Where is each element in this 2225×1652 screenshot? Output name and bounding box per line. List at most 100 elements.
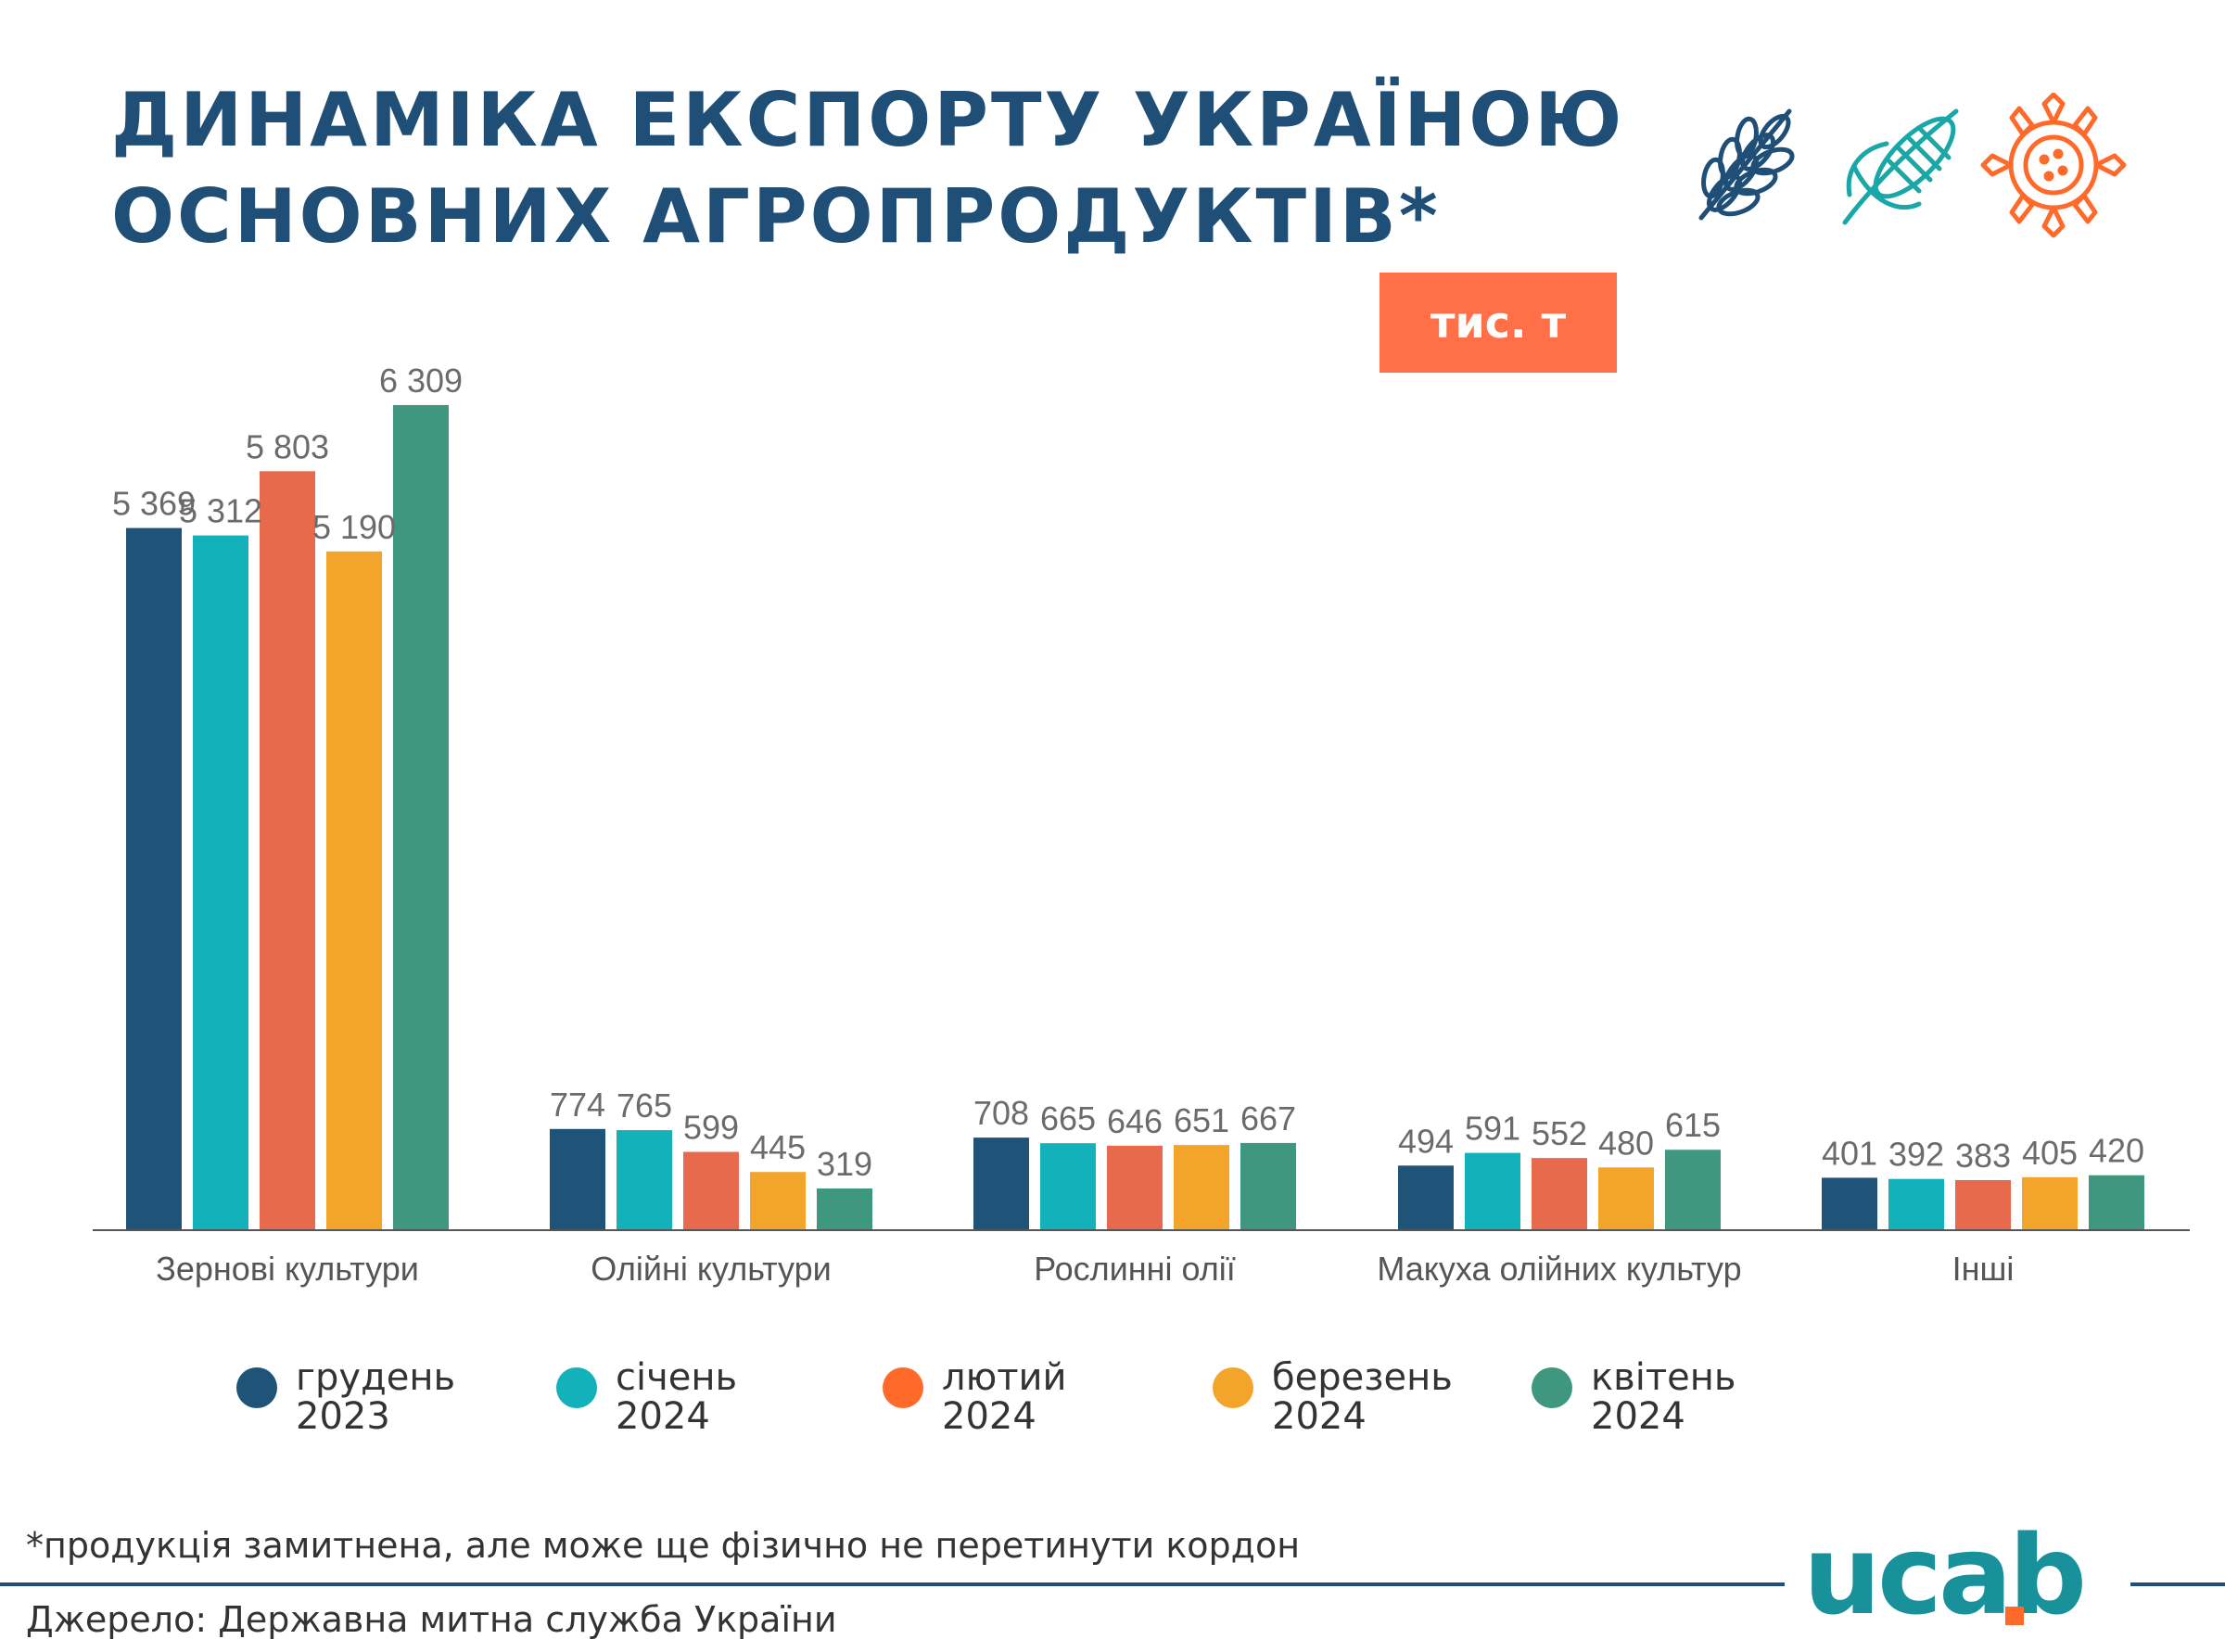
logo-accent: [2005, 1607, 2024, 1625]
legend-item-dec-2023: грудень 2023: [236, 1358, 455, 1436]
legend-dot: [1213, 1367, 1253, 1408]
bar-value-label: 405: [2022, 1134, 2078, 1172]
legend-label: грудень 2023: [296, 1358, 455, 1436]
legend-label-year: 2024: [942, 1395, 1036, 1438]
bar-value-label: 599: [683, 1108, 739, 1146]
bar: [550, 1128, 605, 1230]
bar: [1888, 1178, 1944, 1230]
legend-label-month: січень: [616, 1356, 738, 1399]
wheat-icon: [1698, 108, 1795, 221]
legend-item-jan-2024: січень 2024: [556, 1358, 737, 1436]
bar: [1107, 1145, 1163, 1230]
legend-label: квітень 2024: [1591, 1358, 1736, 1436]
legend-dot: [556, 1367, 597, 1408]
bar-value-label: 383: [1955, 1137, 2011, 1175]
bar: [2089, 1175, 2144, 1230]
source-note: Джерело: Державна митна служба України: [26, 1599, 837, 1640]
legend-label-year: 2023: [296, 1395, 390, 1438]
bar-value-label: 6 309: [379, 362, 463, 400]
bar-value-label: 5 369: [112, 485, 196, 523]
bar-value-label: 665: [1040, 1099, 1096, 1137]
legend-dot: [1532, 1367, 1572, 1408]
category-label: Олійні культури: [591, 1250, 832, 1288]
unit-badge: тис. т: [1380, 273, 1617, 373]
bar-value-label: 392: [1888, 1136, 1944, 1174]
legend-dot: [236, 1367, 277, 1408]
chart-title-line-2: основних агропродуктів*: [111, 173, 1441, 260]
legend-label-year: 2024: [1591, 1395, 1685, 1438]
bar-value-label: 591: [1465, 1110, 1520, 1148]
bar-value-label: 552: [1532, 1114, 1587, 1152]
crop-icons: [1698, 93, 2127, 238]
category-labels: Зернові культури Олійні культури Рослинні …: [156, 1250, 2014, 1288]
bar-value-label: 401: [1822, 1134, 1877, 1172]
legend-label-month: березень: [1272, 1356, 1453, 1399]
bar-value-label: 646: [1107, 1102, 1163, 1140]
bar-value-label: 480: [1598, 1124, 1654, 1162]
legend-label-month: лютий: [942, 1356, 1067, 1399]
bar-value-label: 5 190: [312, 508, 396, 546]
chart-legend: грудень 2023 січень 2024 лютий 2024 бере…: [236, 1358, 1812, 1460]
footer-rule-left: [0, 1582, 1785, 1586]
bar: [1398, 1165, 1454, 1230]
legend-label-year: 2024: [1272, 1395, 1367, 1438]
legend-item-feb-2024: лютий 2024: [883, 1358, 1067, 1436]
bar: [973, 1137, 1029, 1230]
bar-value-label: 765: [617, 1087, 672, 1125]
legend-label: березень 2024: [1272, 1358, 1453, 1436]
bar: [1822, 1177, 1877, 1230]
chart-title-line-1: Динаміка експорту Україною: [111, 77, 1625, 163]
bar: [1665, 1150, 1721, 1230]
bar: [1240, 1142, 1296, 1230]
category-label: Зернові культури: [156, 1250, 419, 1288]
legend-label-month: квітень: [1591, 1356, 1736, 1399]
ucab-logo: ucab: [1803, 1525, 2087, 1639]
bar: [1532, 1158, 1587, 1230]
corn-icon: [1842, 108, 1959, 225]
footnote: *продукція замитнена, але може ще фізичн…: [26, 1525, 1301, 1566]
bar-value-label: 445: [750, 1128, 806, 1166]
chart-title: Динаміка експорту Україною основних агро…: [111, 72, 1624, 265]
bar: [126, 527, 182, 1230]
bar: [193, 535, 248, 1230]
bar: [393, 404, 449, 1230]
bar: [683, 1151, 739, 1230]
bar: [817, 1188, 872, 1230]
legend-label: лютий 2024: [942, 1358, 1067, 1436]
legend-dot: [883, 1367, 923, 1408]
bar: [326, 551, 382, 1230]
bar: [1465, 1152, 1520, 1230]
bar: [1955, 1179, 2011, 1230]
legend-label-year: 2024: [616, 1395, 710, 1438]
bar: [617, 1130, 672, 1230]
bar-value-label: 667: [1240, 1099, 1296, 1137]
bar-value-label: 651: [1174, 1101, 1229, 1139]
legend-label-month: грудень: [296, 1356, 456, 1399]
bar: [1174, 1145, 1229, 1230]
category-label: Макуха олійних культур: [1377, 1250, 1741, 1288]
bar: [750, 1172, 806, 1230]
bar: [1040, 1143, 1096, 1230]
logo-text: ucab: [1803, 1525, 2083, 1639]
bar-value-label: 615: [1665, 1106, 1721, 1144]
bar-value-label: 708: [973, 1094, 1029, 1132]
bar-value-label: 5 312: [179, 492, 262, 530]
legend-item-apr-2024: квітень 2024: [1532, 1358, 1736, 1436]
footer-rule-right: [2130, 1582, 2225, 1586]
bar-value-label: 494: [1398, 1122, 1454, 1160]
bar-value-label: 774: [550, 1086, 605, 1124]
legend-label: січень 2024: [616, 1358, 737, 1436]
bar-value-label: 319: [817, 1145, 872, 1183]
bar: [1598, 1167, 1654, 1230]
bar-value-label: 5 803: [246, 427, 329, 465]
bar-value-label: 420: [2089, 1132, 2144, 1170]
legend-item-mar-2024: березень 2024: [1213, 1358, 1453, 1436]
chart-bars: [126, 404, 2144, 1230]
bar: [260, 471, 315, 1230]
category-label: Рослинні олії: [1034, 1250, 1236, 1288]
sunflower-icon: [1980, 93, 2127, 238]
bar: [2022, 1176, 2078, 1230]
category-label: Інші: [1952, 1250, 2015, 1288]
